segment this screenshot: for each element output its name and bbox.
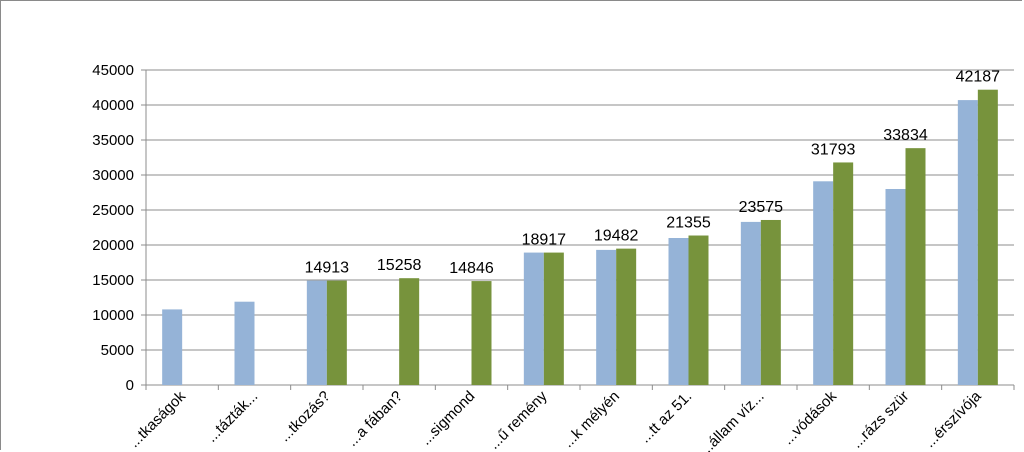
y-tick-label: 40000 [92, 97, 134, 114]
category-label: ...sigmond [417, 388, 478, 449]
data-label: 23575 [739, 199, 784, 216]
data-label: 19482 [594, 228, 639, 245]
data-label: 14846 [449, 260, 494, 277]
y-tick-label: 10000 [92, 307, 134, 324]
bar-series-1 [234, 301, 255, 385]
bar-series-2 [326, 280, 347, 385]
data-labels: 14913 15258 14846 18917 19482 21355 23575 31793… [305, 69, 1001, 277]
bar-series-1 [668, 238, 689, 385]
bar-series-1 [306, 280, 327, 385]
bar-series-1 [740, 221, 761, 385]
category-labels: ...tkaságok ...tázták... ...tkozás? ...a fá… [126, 387, 985, 452]
bar-series-2 [471, 281, 492, 385]
gridlines [146, 69, 1014, 351]
bar-series-2 [905, 148, 926, 385]
category-label: ...tkaságok [126, 387, 190, 451]
bar-series-1 [162, 309, 183, 385]
category-label: ...k mélyén [560, 388, 623, 451]
y-tick-label: 15000 [92, 272, 134, 289]
category-label: ...tkozás? [276, 388, 333, 445]
y-tick-label: 20000 [92, 237, 134, 254]
category-label: ...ű remény [486, 387, 551, 452]
bar-series-1 [885, 189, 906, 385]
bars [162, 89, 998, 385]
bar-series-2 [688, 235, 709, 385]
data-label: 21355 [666, 215, 711, 232]
category-label: ...rázs szür [848, 388, 912, 452]
bar-series-1 [596, 249, 617, 385]
bar-series-1 [523, 252, 544, 385]
category-label: ...tázták... [203, 388, 261, 446]
data-label: 42187 [956, 69, 1001, 86]
y-tick-label: 45000 [92, 62, 134, 79]
bar-series-2 [543, 252, 564, 385]
data-label: 14913 [305, 260, 350, 277]
category-label: ...a fában? [344, 388, 406, 450]
bar-series-2 [616, 248, 637, 385]
category-label: ...tt az 51. [637, 388, 696, 447]
y-tick-label: 5000 [101, 342, 134, 359]
category-label: ...érszívója [921, 387, 985, 451]
category-label: ...állam víz... [696, 388, 768, 452]
y-tick-label: 35000 [92, 132, 134, 149]
category-label: ...vódások [780, 387, 841, 448]
bar-series-1 [813, 181, 834, 385]
bar-series-2 [399, 278, 420, 385]
bar-series-2 [760, 219, 781, 385]
data-label: 31793 [811, 141, 856, 158]
y-tick-label: 30000 [92, 167, 134, 184]
bar-series-2 [977, 89, 998, 385]
data-label: 15258 [377, 257, 422, 274]
data-label: 33834 [883, 127, 928, 144]
y-tick-label: 25000 [92, 202, 134, 219]
y-tick-label: 0 [126, 377, 134, 394]
axes [141, 69, 1015, 390]
data-label: 18917 [522, 232, 567, 249]
bar-series-1 [957, 100, 978, 385]
bar-series-2 [833, 162, 854, 385]
y-tick-labels: 0 5000 10000 15000 20000 25000 30000 35000 40000… [92, 62, 134, 394]
